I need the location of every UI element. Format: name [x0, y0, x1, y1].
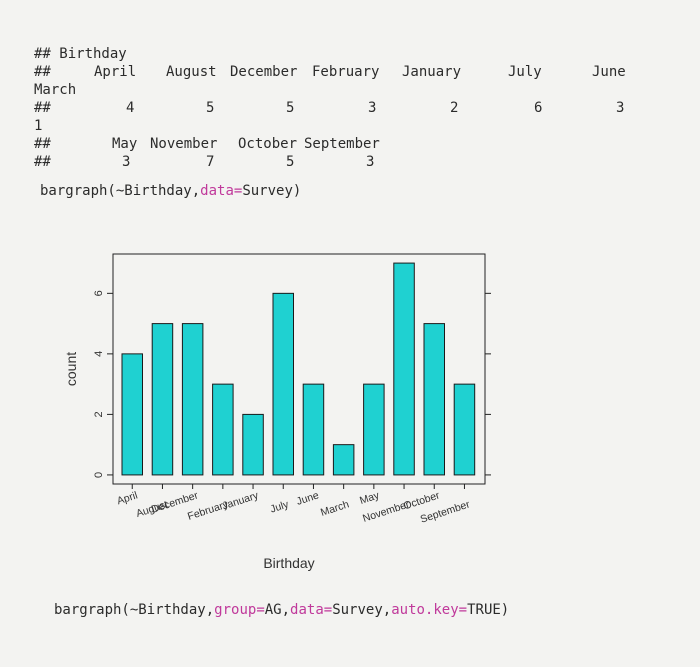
count-value: 3: [368, 100, 377, 116]
count-value: 1: [34, 118, 43, 134]
command-func: bargraph(~Birthday,: [40, 183, 201, 199]
count-value: 3: [122, 154, 131, 170]
console-prefix: ##: [34, 64, 51, 80]
count-value: 5: [286, 154, 295, 170]
y-tick-label: 0: [93, 472, 105, 478]
x-axis-label: Birthday: [263, 555, 314, 571]
bar: [453, 383, 476, 476]
bar: [121, 353, 143, 476]
month-name: January: [402, 64, 462, 80]
command-eq: =: [323, 602, 333, 618]
month-name: April: [94, 64, 137, 80]
bar-chart: 0 2 4 6 count April August December February Janu…: [36, 228, 556, 598]
y-tick-label: 4: [93, 351, 105, 357]
console-header-line: ## Birthday: [34, 46, 674, 64]
command-eq: =: [458, 602, 468, 618]
month-name: July: [508, 64, 542, 80]
month-name: December: [230, 64, 298, 80]
y-tick-label: 2: [93, 411, 105, 417]
bar: [272, 292, 294, 476]
count-value: 3: [616, 100, 625, 116]
bar: [423, 323, 445, 476]
x-tick-label: April: [115, 489, 139, 507]
command-eq: =: [256, 602, 265, 618]
count-value: 4: [126, 100, 135, 116]
count-value: 6: [534, 100, 543, 116]
command-arg-value: Survey,: [332, 602, 392, 618]
x-tick-label: June: [295, 489, 321, 507]
console-wrap-line-1: March: [34, 82, 674, 100]
month-name: August: [166, 64, 217, 80]
count-value: 3: [366, 154, 375, 170]
command-arg-name: data: [290, 602, 324, 618]
console-prefix: ##: [34, 154, 51, 170]
command-line-2: bargraph(~Birthday,group=AG,data=Survey,…: [54, 602, 509, 618]
x-tick-label: July: [269, 498, 291, 515]
x-tick-label: May: [358, 489, 381, 507]
console-wrap-line-2: 1: [34, 118, 674, 136]
month-name: May: [112, 136, 138, 152]
console-names-line-2: ## May November October September: [34, 136, 674, 154]
bar: [212, 383, 234, 476]
command-arg-value: Survey): [242, 183, 302, 199]
command-line-1: bargraph(~Birthday,data=Survey): [40, 183, 301, 199]
count-value: 7: [206, 154, 215, 170]
bar: [181, 323, 204, 476]
plot-frame: [112, 253, 486, 485]
command-arg-name: auto.key: [391, 602, 459, 618]
command-arg-name: data: [200, 183, 234, 199]
command-eq: =: [233, 183, 243, 199]
y-axis-label: count: [63, 352, 79, 386]
console-prefix: ##: [34, 136, 51, 152]
console-values-line-1: ## 4 5 5 3 2 6 3: [34, 100, 674, 118]
month-name: March: [34, 82, 77, 98]
month-name: October: [238, 136, 298, 152]
count-value: 2: [450, 100, 459, 116]
console-header: ## Birthday: [34, 46, 127, 62]
y-tick-label: 6: [93, 290, 105, 296]
month-name: November: [150, 136, 218, 152]
x-tick-label: March: [319, 498, 351, 518]
bar: [363, 383, 385, 476]
console-values-line-2: ## 3 7 5 3: [34, 154, 674, 172]
month-name: June: [592, 64, 626, 80]
console-prefix: ##: [34, 100, 51, 116]
count-value: 5: [206, 100, 215, 116]
count-value: 5: [286, 100, 295, 116]
bar: [151, 323, 174, 476]
console-output: ## Birthday ## April August December Feb…: [34, 44, 674, 184]
command-arg-value: AG,: [264, 602, 291, 618]
bar: [393, 262, 415, 476]
bar: [242, 413, 264, 476]
bar-chart-svg: 0246countAprilAugustDecemberFebruaryJanu…: [63, 253, 491, 571]
console-names-line-1: ## April August December February Januar…: [34, 64, 674, 82]
month-name: September: [304, 136, 380, 152]
command-arg-value: TRUE): [467, 602, 510, 618]
month-name: February: [312, 64, 380, 80]
x-tick-label: January: [221, 489, 261, 512]
bar: [302, 383, 325, 476]
bar: [332, 444, 355, 476]
command-func: bargraph(~Birthday,: [54, 602, 215, 618]
command-arg-name: group: [214, 602, 257, 618]
